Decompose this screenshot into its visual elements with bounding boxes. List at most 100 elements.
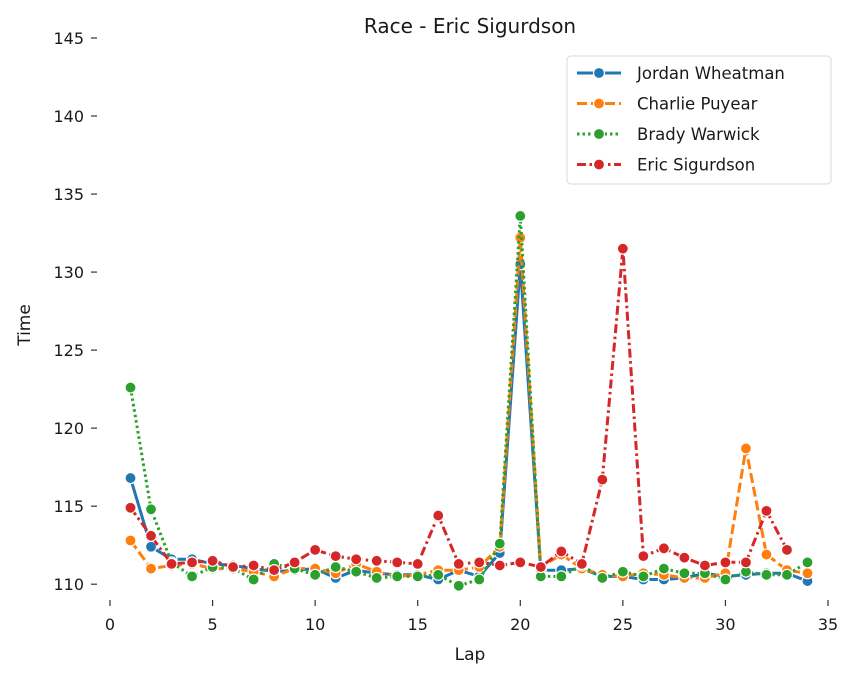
data-point: [555, 545, 568, 558]
y-axis-label: Time: [15, 304, 35, 347]
data-point: [514, 556, 527, 569]
data-point: [739, 442, 753, 455]
data-point: [370, 571, 383, 585]
x-tick-label: 10: [305, 615, 325, 634]
data-point: [144, 503, 158, 516]
data-point: [124, 501, 137, 514]
legend-label: Brady Warwick: [637, 125, 760, 144]
series-layer: [124, 209, 814, 592]
data-point: [411, 557, 424, 571]
y-tick-label: 110: [53, 575, 84, 594]
data-point: [801, 556, 814, 569]
data-point: [780, 543, 794, 556]
y-tick-label: 130: [53, 263, 84, 282]
data-point: [165, 557, 178, 571]
series-line: [129, 247, 789, 572]
data-point: [329, 560, 342, 574]
data-point: [391, 556, 404, 569]
data-point: [678, 551, 691, 564]
chart-title: Race - Eric Sigurdson: [364, 14, 576, 38]
data-point: [534, 560, 547, 574]
x-tick-label: 15: [408, 615, 428, 634]
data-point: [206, 554, 219, 567]
data-point: [124, 534, 137, 547]
data-point: [432, 568, 445, 581]
x-tick-label: 5: [207, 615, 217, 634]
data-point: [514, 209, 527, 223]
series-jordan-wheatman: [124, 258, 814, 588]
data-point: [309, 568, 322, 581]
data-point: [247, 573, 260, 586]
y-tick-label: 145: [53, 29, 84, 48]
data-point: [698, 559, 712, 572]
data-point: [801, 567, 814, 580]
data-point: [370, 554, 383, 567]
data-point: [473, 556, 486, 569]
x-tick-label: 25: [613, 615, 633, 634]
y-axis: 110 115 120 125 130 135 140 145: [53, 29, 97, 594]
data-point: [555, 570, 568, 583]
data-point: [226, 560, 240, 574]
series-line: [129, 236, 808, 580]
data-point: [288, 556, 301, 569]
data-point: [616, 242, 629, 255]
x-tick-label: 30: [715, 615, 735, 634]
data-point: [411, 570, 424, 583]
y-tick-label: 115: [53, 497, 84, 516]
x-tick-label: 20: [510, 615, 530, 634]
y-tick-label: 135: [53, 185, 84, 204]
x-tick-label: 0: [105, 615, 115, 634]
data-point: [657, 562, 670, 575]
data-point: [452, 579, 465, 592]
data-point: [493, 559, 506, 572]
data-point: [575, 557, 588, 571]
data-point: [719, 573, 732, 586]
data-point: [268, 564, 281, 577]
legend-item: Eric Sigurdson: [577, 156, 755, 175]
data-point: [637, 550, 650, 563]
legend-label: Charlie Puyear: [637, 95, 758, 114]
data-point: [739, 556, 753, 569]
legend-marker: [592, 127, 606, 141]
legend-label: Eric Sigurdson: [637, 156, 755, 175]
data-point: [247, 559, 260, 572]
data-point: [452, 557, 465, 571]
data-point: [760, 548, 773, 561]
data-point: [678, 567, 691, 580]
data-point: [185, 556, 199, 569]
data-point: [185, 570, 199, 583]
legend-box: [566, 55, 832, 185]
data-point: [329, 550, 342, 563]
data-point: [124, 471, 137, 485]
data-point: [616, 565, 629, 578]
series-line: [129, 214, 809, 588]
data-point: [473, 573, 486, 586]
y-tick-label: 125: [53, 341, 84, 360]
data-point: [432, 509, 445, 522]
data-point: [780, 568, 794, 581]
x-axis: 0 5 10 15 20 25 30 35: [105, 600, 838, 634]
data-point: [391, 570, 404, 583]
legend-label: Jordan Wheatman: [636, 64, 785, 83]
legend-marker: [592, 158, 606, 171]
data-point: [350, 565, 363, 578]
data-point: [657, 542, 670, 555]
data-point: [760, 568, 773, 581]
legend-item: Jordan Wheatman: [577, 64, 785, 83]
y-tick-label: 120: [53, 419, 84, 438]
legend-item: Brady Warwick: [577, 125, 760, 144]
y-tick-label: 140: [53, 107, 84, 126]
series-eric-sigurdson: [124, 242, 794, 577]
data-point: [124, 381, 137, 394]
data-point: [719, 556, 732, 569]
series-charlie-puyear: [124, 231, 814, 585]
series-brady-warwick: [124, 209, 814, 592]
legend-marker: [592, 66, 606, 80]
series-line: [129, 262, 809, 583]
data-point: [309, 543, 322, 556]
legend: Jordan Wheatman Charlie Puyear Brady Warwi…: [566, 55, 832, 185]
data-point: [760, 504, 773, 517]
data-point: [637, 570, 650, 583]
x-tick-label: 35: [818, 615, 838, 634]
